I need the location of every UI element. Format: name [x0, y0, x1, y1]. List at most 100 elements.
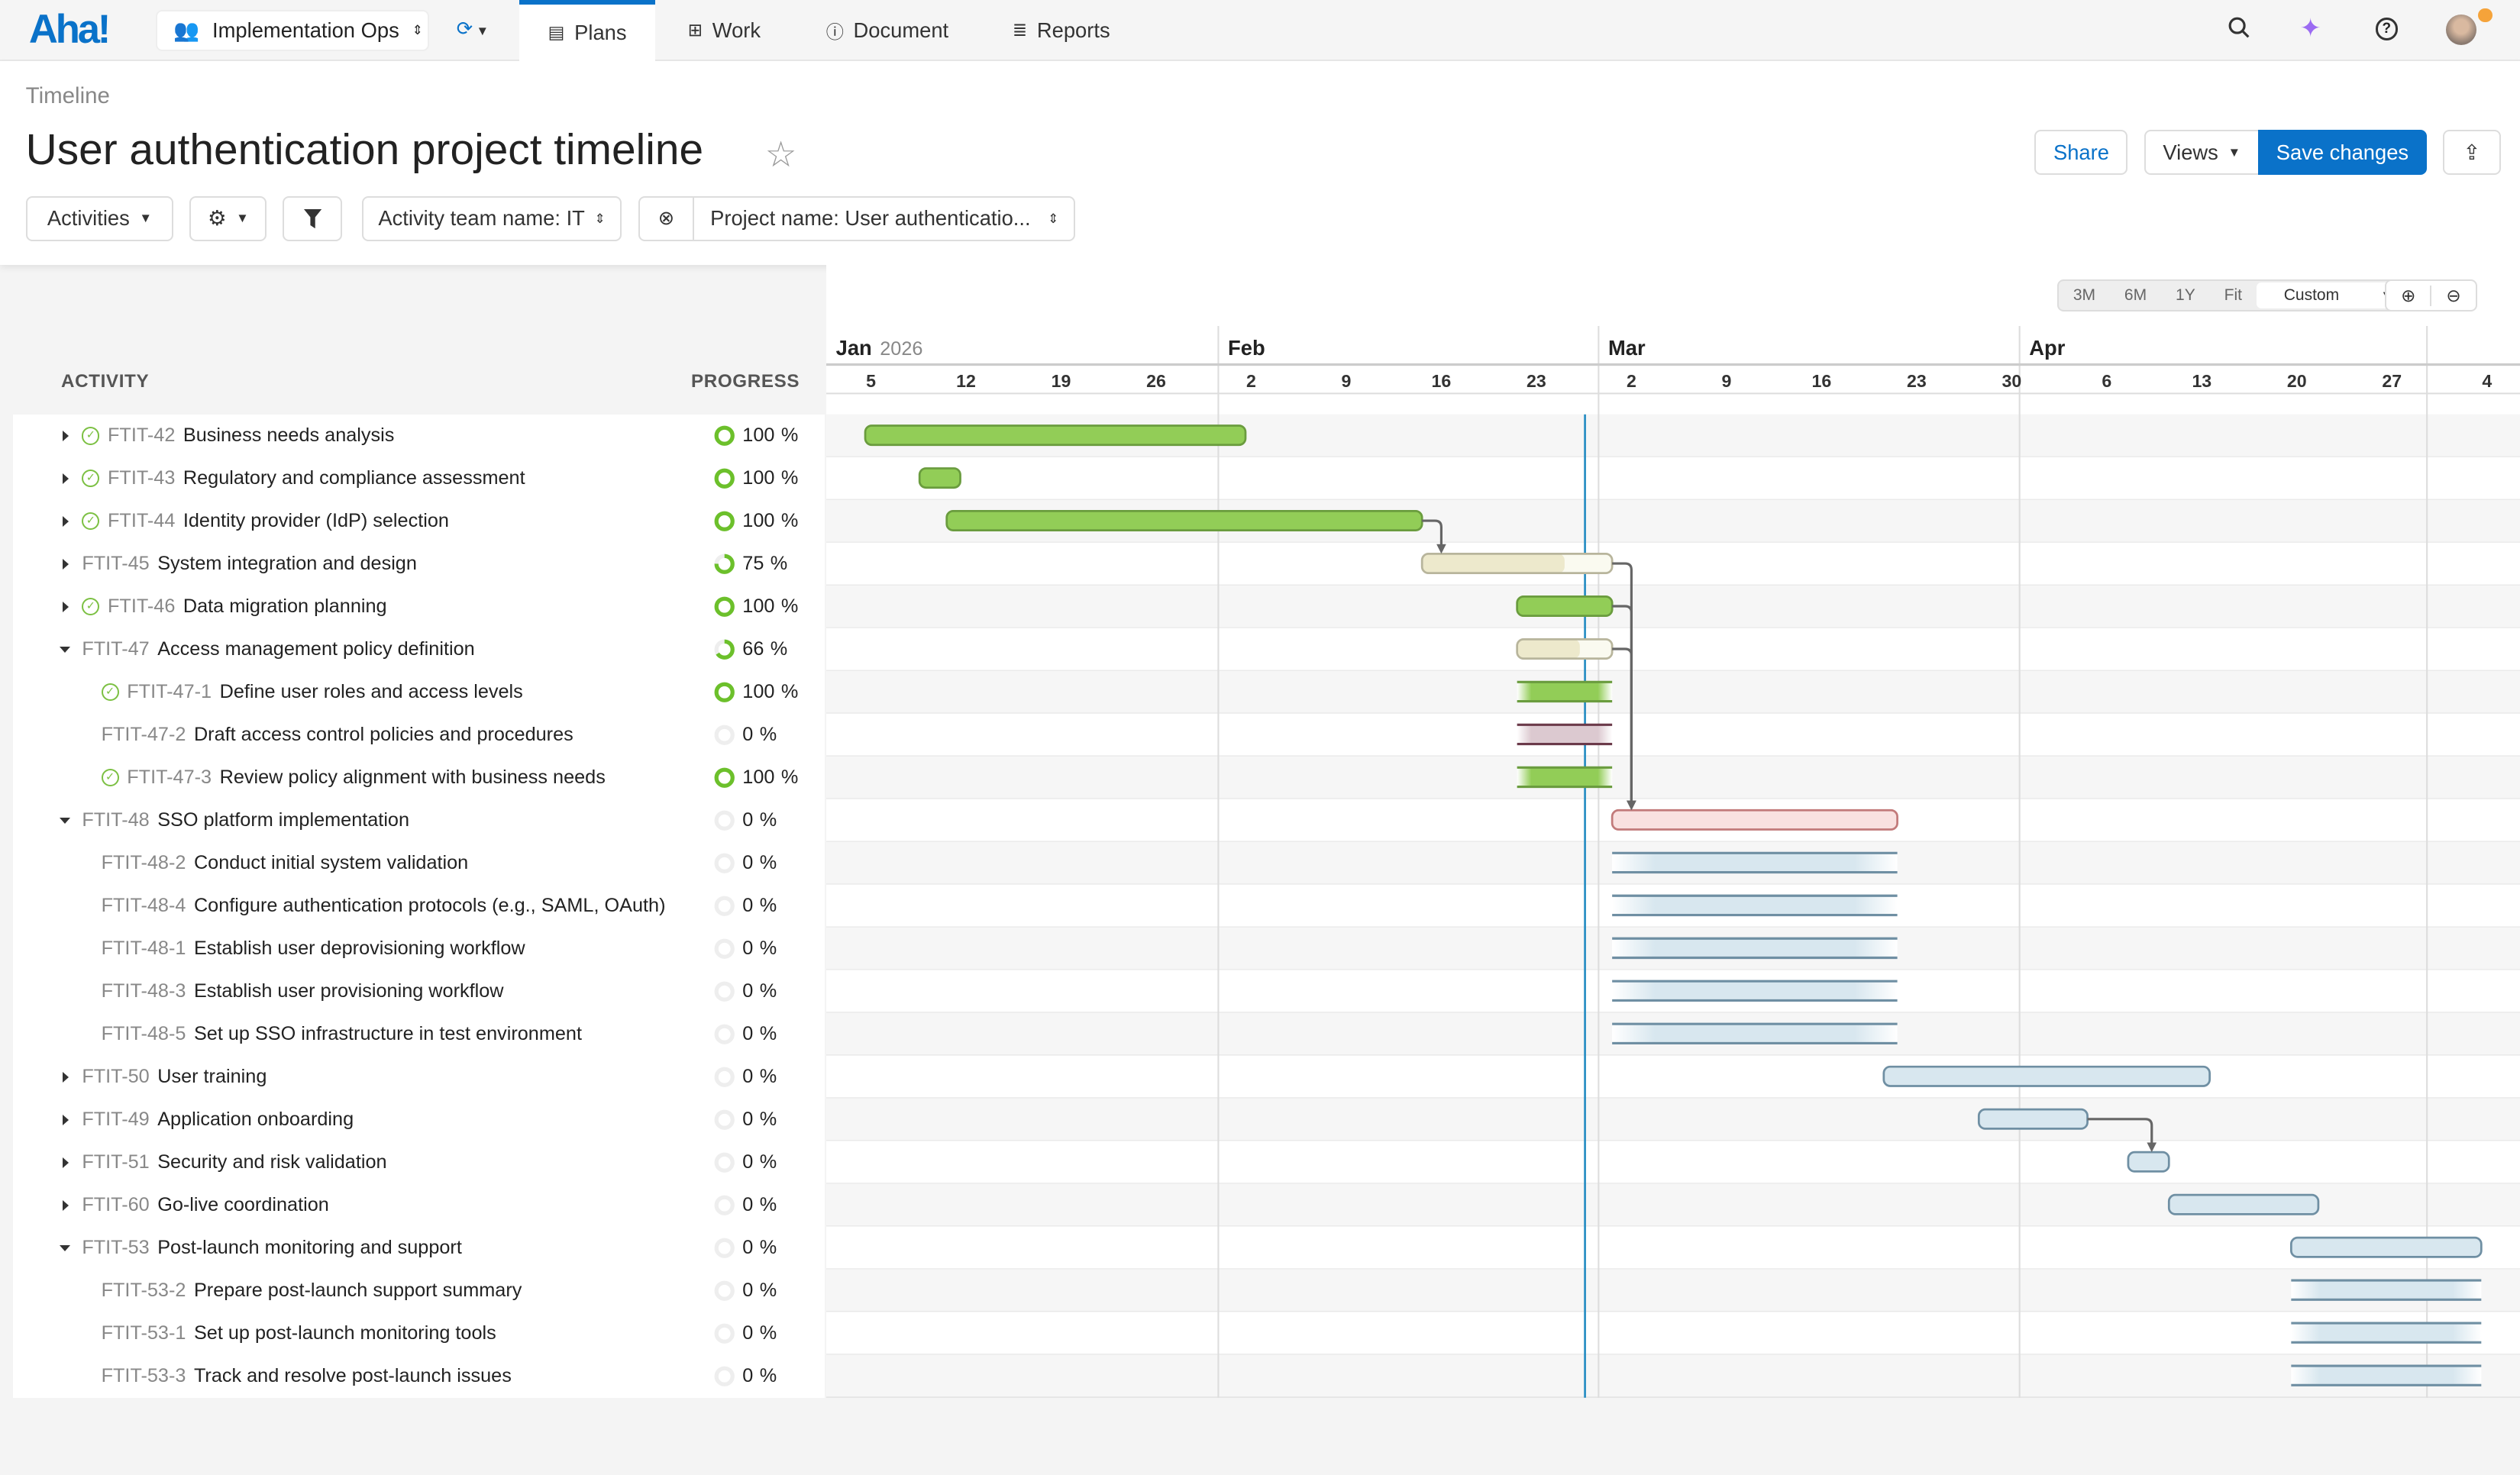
activity-name[interactable]: Go-live coordination — [157, 1194, 329, 1216]
collapse-caret-icon[interactable] — [59, 1244, 70, 1251]
activity-id[interactable]: FTIT-47-3 — [127, 767, 212, 789]
activity-name[interactable]: Track and resolve post-launch issues — [193, 1365, 512, 1387]
nav-tab-reports[interactable]: ≣ Reports — [1012, 18, 1110, 42]
activity-name[interactable]: Conduct initial system validation — [193, 852, 469, 874]
expand-caret-icon[interactable] — [63, 430, 69, 441]
strategy-menu[interactable]: ⟳ ▼ — [456, 18, 489, 40]
collapse-caret-icon[interactable] — [59, 817, 70, 824]
activity-id[interactable]: FTIT-43 — [107, 467, 176, 489]
activity-id[interactable]: FTIT-53-3 — [101, 1365, 186, 1387]
activity-name[interactable]: Define user roles and access levels — [219, 681, 523, 703]
activity-name[interactable]: Security and risk validation — [157, 1151, 387, 1173]
expand-caret-icon[interactable] — [63, 1114, 69, 1125]
activity-id[interactable]: FTIT-48-2 — [101, 852, 186, 874]
activity-id[interactable]: FTIT-48-4 — [101, 895, 186, 917]
activity-name[interactable]: Establish user deprovisioning workflow — [193, 938, 525, 960]
filter-icon[interactable] — [283, 195, 343, 241]
activity-row[interactable]: FTIT-53-2 Prepare post-launch support sum… — [13, 1270, 825, 1312]
activity-row[interactable]: FTIT-50 User training 0% — [13, 1056, 825, 1099]
zoom-option-3m[interactable]: 3M — [2073, 286, 2096, 305]
activity-name[interactable]: Establish user provisioning workflow — [193, 980, 504, 1002]
activity-id[interactable]: FTIT-44 — [107, 510, 176, 532]
views-button[interactable]: Views ▼ — [2144, 130, 2260, 176]
activity-row[interactable]: ✓ FTIT-47-1 Define user roles and access l… — [13, 671, 825, 714]
activities-dropdown[interactable]: Activities ▼ — [25, 195, 174, 241]
activity-id[interactable]: FTIT-42 — [107, 424, 176, 447]
save-changes-button[interactable]: Save changes — [2257, 130, 2427, 176]
activity-row[interactable]: FTIT-47 Access management policy definiti… — [13, 628, 825, 671]
activity-id[interactable]: FTIT-48 — [82, 809, 150, 831]
activity-name[interactable]: Access management policy definition — [157, 638, 475, 660]
zoom-option-6m[interactable]: 6M — [2124, 286, 2147, 305]
expand-caret-icon[interactable] — [63, 601, 69, 612]
activity-id[interactable]: FTIT-53 — [82, 1237, 150, 1259]
activity-row[interactable]: FTIT-48-3 Establish user provisioning wor… — [13, 970, 825, 1013]
activity-id[interactable]: FTIT-51 — [82, 1151, 150, 1173]
avatar[interactable] — [2446, 14, 2477, 45]
activity-row[interactable]: ✓ FTIT-47-3 Review policy alignment with b… — [13, 757, 825, 799]
expand-caret-icon[interactable] — [63, 558, 69, 570]
nav-tab-document[interactable]: ⓘ Document — [825, 18, 949, 42]
share-button[interactable]: Share — [2034, 130, 2128, 176]
search-icon[interactable] — [2228, 16, 2250, 44]
activity-row[interactable]: ✓ FTIT-42 Business needs analysis 100% — [13, 415, 825, 457]
expand-caret-icon[interactable] — [63, 1199, 69, 1211]
activity-name[interactable]: Application onboarding — [157, 1109, 354, 1131]
clear-filter-icon[interactable]: ⊗ — [640, 197, 695, 240]
activity-id[interactable]: FTIT-48-1 — [101, 938, 186, 960]
activity-id[interactable]: FTIT-46 — [107, 595, 176, 618]
activity-id[interactable]: FTIT-47-1 — [127, 681, 212, 703]
activity-id[interactable]: FTIT-45 — [82, 553, 150, 575]
help-icon[interactable]: ? — [2375, 18, 2399, 40]
activity-row[interactable]: FTIT-47-2 Draft access control policies a… — [13, 714, 825, 757]
expand-caret-icon[interactable] — [63, 515, 69, 527]
activity-row[interactable]: FTIT-51 Security and risk validation 0% — [13, 1141, 825, 1184]
activity-name[interactable]: Business needs analysis — [183, 424, 395, 447]
activity-row[interactable]: FTIT-53-1 Set up post-launch monitoring t… — [13, 1312, 825, 1355]
activity-row[interactable]: FTIT-48 SSO platform implementation 0% — [13, 799, 825, 842]
activity-row[interactable]: FTIT-60 Go-live coordination 0% — [13, 1184, 825, 1227]
activity-name[interactable]: Prepare post-launch support summary — [193, 1280, 522, 1302]
zoom-out-icon[interactable]: ⊖ — [2446, 285, 2461, 305]
expand-caret-icon[interactable] — [63, 1071, 69, 1083]
activity-id[interactable]: FTIT-48-3 — [101, 980, 186, 1002]
activity-id[interactable]: FTIT-49 — [82, 1109, 150, 1131]
activity-row[interactable]: ✓ FTIT-46 Data migration planning 100% — [13, 586, 825, 628]
nav-tab-work[interactable]: ⊞ Work — [687, 18, 761, 42]
activity-name[interactable]: Post-launch monitoring and support — [157, 1237, 462, 1259]
expand-caret-icon[interactable] — [63, 1157, 69, 1168]
activity-name[interactable]: Regulatory and compliance assessment — [183, 467, 525, 489]
settings-gear-icon[interactable]: ⚙ ▼ — [189, 195, 267, 241]
activity-row[interactable]: FTIT-48-2 Conduct initial system validati… — [13, 842, 825, 885]
activity-name[interactable]: User training — [157, 1066, 267, 1088]
aha-logo[interactable]: Aha! — [28, 7, 111, 53]
activity-name[interactable]: Set up post-launch monitoring tools — [193, 1322, 496, 1344]
activity-column-header[interactable]: ACTIVITY — [60, 371, 150, 392]
collapse-caret-icon[interactable] — [59, 646, 70, 653]
star-icon[interactable]: ☆ — [764, 134, 797, 174]
workspace-selector[interactable]: 👥 Implementation Ops ⇕ — [156, 9, 429, 52]
activity-name[interactable]: Configure authentication protocols (e.g.… — [193, 895, 666, 917]
activity-row[interactable]: FTIT-48-5 Set up SSO infrastructure in te… — [13, 1013, 825, 1056]
team-filter[interactable]: Activity team name: IT ⇕ — [361, 195, 622, 241]
activity-row[interactable]: ✓ FTIT-43 Regulatory and compliance assess… — [13, 457, 825, 500]
activity-name[interactable]: Set up SSO infrastructure in test enviro… — [193, 1023, 582, 1045]
breadcrumb[interactable]: Timeline — [25, 83, 110, 109]
expand-caret-icon[interactable] — [63, 473, 69, 484]
activity-id[interactable]: FTIT-47-2 — [101, 724, 186, 746]
activity-row[interactable]: ✓ FTIT-44 Identity provider (IdP) selectio… — [13, 500, 825, 543]
activity-row[interactable]: FTIT-48-4 Configure authentication protoc… — [13, 885, 825, 928]
zoom-option-fit[interactable]: Fit — [2224, 286, 2242, 305]
activity-id[interactable]: FTIT-48-5 — [101, 1023, 186, 1045]
activity-name[interactable]: System integration and design — [157, 553, 417, 575]
activity-row[interactable]: FTIT-53 Post-launch monitoring and suppor… — [13, 1227, 825, 1270]
activity-id[interactable]: FTIT-50 — [82, 1066, 150, 1088]
activity-id[interactable]: FTIT-60 — [82, 1194, 150, 1216]
nav-tab-plans[interactable]: ▤ Plans — [519, 0, 656, 61]
ai-sparkle-icon[interactable]: ✦ — [2299, 14, 2321, 43]
activity-id[interactable]: FTIT-47 — [82, 638, 150, 660]
zoom-option-1y[interactable]: 1Y — [2176, 286, 2195, 305]
project-filter[interactable]: ⊗ Project name: User authenticatio... ⇕ — [638, 195, 1075, 241]
export-icon[interactable]: ⇪ — [2442, 130, 2501, 176]
activity-name[interactable]: Review policy alignment with business ne… — [219, 767, 606, 789]
